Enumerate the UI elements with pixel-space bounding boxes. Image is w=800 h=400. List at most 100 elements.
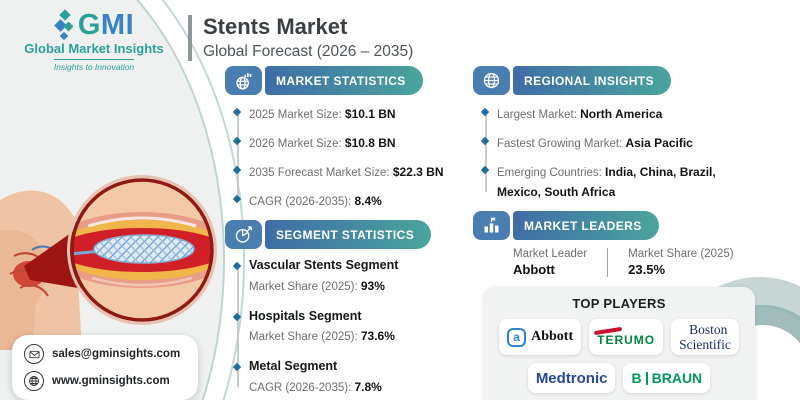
market-statistics-header: MARKET STATISTICS <box>225 66 465 95</box>
section-segment-statistics: SEGMENT STATISTICS Vascular Stents Segme… <box>225 220 465 397</box>
page-subtitle: Global Forecast (2026 – 2035) <box>203 43 414 61</box>
regional-value: Asia Pacific <box>625 136 693 150</box>
list-item: 2026 Market Size: $10.8 BN <box>249 133 465 153</box>
brand-full-name: Global Market Insights <box>24 41 164 56</box>
market-leaders-podium-icon <box>473 211 510 240</box>
list-item: Metal Segment CAGR (2026-2035): 7.8% <box>249 359 465 397</box>
boston-line2: Scientific <box>679 336 731 352</box>
column-right: REGIONAL INSIGHTS Largest Market: North … <box>473 66 769 400</box>
market-statistics-title: MARKET STATISTICS <box>265 66 423 95</box>
segment-statistics-header: SEGMENT STATISTICS <box>225 220 465 249</box>
regional-insights-globe-icon <box>473 66 510 95</box>
section-regional-insights: REGIONAL INSIGHTS Largest Market: North … <box>473 66 769 202</box>
player-logo-bbraun: B BRAUN <box>623 363 711 393</box>
stat-value: $10.8 BN <box>344 136 396 150</box>
abbott-symbol-icon: a <box>507 327 527 347</box>
stat-value: 8.4% <box>354 194 382 208</box>
regional-value: India, China, Brazil, Mexico, South Afri… <box>497 165 716 199</box>
regional-label: Largest Market: <box>497 109 581 121</box>
vertical-divider <box>607 248 609 277</box>
brand-logo: GMI Global Market Insights Insights to I… <box>14 8 174 75</box>
title-block: Stents Market Global Forecast (2026 – 20… <box>188 14 414 62</box>
contact-website-text: www.gminsights.com <box>52 375 170 387</box>
top-players-title: TOP PLAYERS <box>572 296 666 311</box>
market-share-label: Market Share (2025) <box>628 248 734 260</box>
medtronic-wordmark: Medtronic <box>535 369 608 387</box>
list-item: Largest Market: North America <box>497 104 745 124</box>
terumo-wordmark: TERUMO <box>597 328 655 347</box>
brand-wordmark-mi: MI <box>100 8 135 41</box>
market-leaders-title: MARKET LEADERS <box>513 211 659 240</box>
section-market-leaders: MARKET LEADERS Market Leader Abbott Mark… <box>473 211 769 277</box>
bbraun-name: BRAUN <box>651 370 703 386</box>
top-players-row-2: Medtronic B BRAUN <box>495 363 743 393</box>
segment-name: Metal Segment <box>249 359 338 374</box>
segment-label: Market Share (2025): <box>249 280 361 293</box>
stat-label: 2025 Market Size: <box>249 109 345 121</box>
gmi-diamond-icon <box>53 9 74 41</box>
market-leader-value: Abbott <box>513 262 555 277</box>
regional-insights-list: Largest Market: North America Fastest Gr… <box>483 104 745 202</box>
contact-email-text: sales@gminsights.com <box>52 348 181 360</box>
market-leaders-content: Market Leader Abbott Market Share (2025)… <box>513 248 769 277</box>
section-market-statistics: MARKET STATISTICS 2025 Market Size: $10.… <box>225 66 465 211</box>
regional-label: Emerging Countries: <box>497 167 606 179</box>
boston-scientific-wordmark: Boston Scientific <box>679 323 731 351</box>
segment-label: Market Share (2025): <box>249 331 361 344</box>
bbraun-b: B <box>631 370 642 386</box>
top-players-box: TOP PLAYERS a Abbott TERUMO Boston Scien… <box>483 287 755 400</box>
page-title: Stents Market <box>203 14 348 39</box>
brand-tagline: Insights to Innovation <box>53 59 135 72</box>
segment-statistics-pie-icon <box>225 220 262 249</box>
market-share-block: Market Share (2025) 23.5% <box>628 248 733 277</box>
bbraun-separator <box>645 371 648 385</box>
list-item: Emerging Countries: India, China, Brazil… <box>497 162 745 202</box>
segment-value: 93% <box>360 278 385 293</box>
list-item: 2035 Forecast Market Size: $22.3 BN <box>249 162 465 182</box>
regional-label: Fastest Growing Market: <box>497 138 626 150</box>
brand-wordmark: GMI <box>77 8 135 41</box>
segment-value: 73.6% <box>360 329 395 344</box>
list-item: Fastest Growing Market: Asia Pacific <box>497 133 745 153</box>
segment-statistics-list: Vascular Stents Segment Market Share (20… <box>235 258 465 397</box>
list-item: CAGR (2026-2035): 8.4% <box>249 191 465 211</box>
segment-value: 7.8% <box>354 379 382 394</box>
segment-name: Hospitals Segment <box>249 308 362 323</box>
regional-insights-title: REGIONAL INSIGHTS <box>513 66 671 95</box>
list-item: Vascular Stents Segment Market Share (20… <box>249 258 465 296</box>
contact-card: sales@gminsights.com www.gminsights.com <box>12 335 199 400</box>
email-icon <box>24 344 44 364</box>
stat-label: CAGR (2026-2035): <box>249 196 355 208</box>
contact-email-link[interactable]: sales@gminsights.com <box>24 344 180 364</box>
regional-value: North America <box>580 107 663 121</box>
stat-label: 2035 Forecast Market Size: <box>249 167 393 179</box>
stent-artery-illustration <box>0 175 217 350</box>
player-logo-terumo: TERUMO <box>589 319 664 355</box>
boston-line1: Boston <box>689 322 728 337</box>
market-statistics-list: 2025 Market Size: $10.1 BN 2026 Market S… <box>235 104 465 211</box>
stat-value: $10.1 BN <box>344 107 396 121</box>
bbraun-wordmark: B BRAUN <box>631 370 702 386</box>
market-statistics-globe-chart-icon <box>225 66 262 95</box>
player-logo-boston-scientific: Boston Scientific <box>671 319 739 355</box>
stat-value: $22.3 BN <box>392 165 444 179</box>
brand-wordmark-g: G <box>77 8 101 41</box>
market-leader-block: Market Leader Abbott <box>513 248 587 277</box>
segment-name: Vascular Stents Segment <box>249 258 399 272</box>
column-middle: MARKET STATISTICS 2025 Market Size: $10.… <box>225 66 465 400</box>
top-players-row-1: a Abbott TERUMO Boston Scientific <box>495 319 743 355</box>
player-logo-medtronic: Medtronic <box>527 363 616 393</box>
stat-label: 2026 Market Size: <box>249 138 345 150</box>
list-item: 2025 Market Size: $10.1 BN <box>249 104 465 124</box>
abbott-wordmark: Abbott <box>531 329 574 344</box>
contact-website-link[interactable]: www.gminsights.com <box>24 371 180 391</box>
globe-icon <box>24 371 44 391</box>
segment-statistics-title: SEGMENT STATISTICS <box>265 220 432 249</box>
regional-insights-header: REGIONAL INSIGHTS <box>473 66 769 95</box>
player-logo-abbott: a Abbott <box>499 319 582 355</box>
list-item: Hospitals Segment Market Share (2025): 7… <box>249 309 465 347</box>
market-share-value: 23.5% <box>628 262 666 277</box>
market-leaders-header: MARKET LEADERS <box>473 211 769 240</box>
segment-label: CAGR (2026-2035): <box>249 381 355 394</box>
